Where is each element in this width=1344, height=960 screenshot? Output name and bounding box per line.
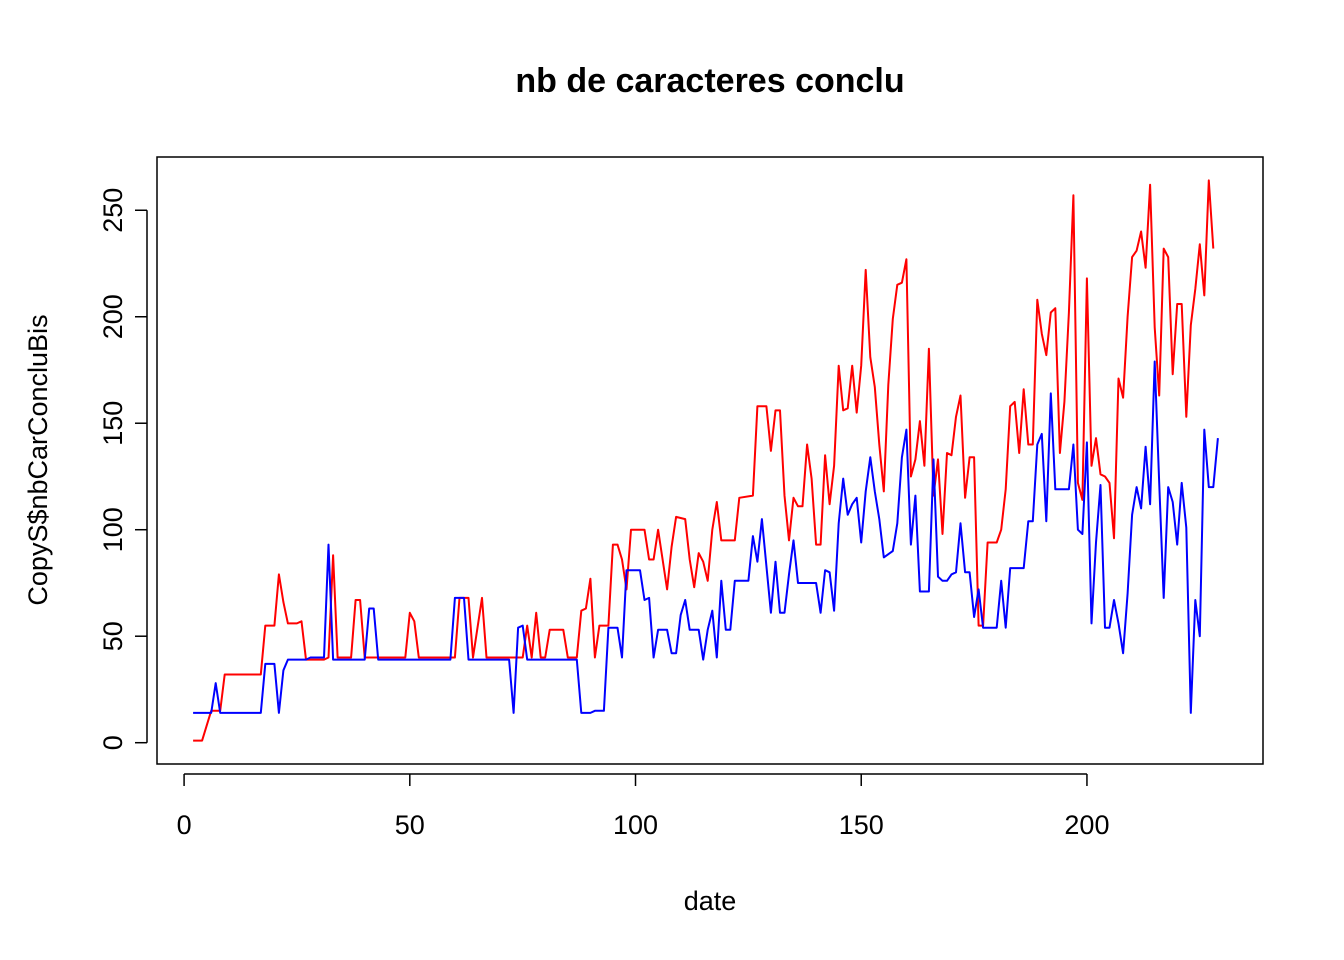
x-axis-label: date	[684, 886, 737, 916]
y-tick-label: 250	[98, 188, 128, 233]
y-tick-label: 150	[98, 401, 128, 446]
x-axis: 0 50 100 150 200	[177, 773, 1109, 840]
y-axis-label: CopyS$nbCarConcluBis	[23, 314, 53, 605]
series-line-2	[193, 360, 1219, 714]
x-tick-label: 100	[613, 810, 658, 840]
y-tick-label: 200	[98, 294, 128, 339]
y-tick-label: 0	[98, 735, 128, 750]
y-tick-label: 50	[98, 621, 128, 651]
series-layer	[193, 179, 1219, 742]
plot-frame	[156, 156, 1264, 765]
x-tick-label: 150	[839, 810, 884, 840]
x-tick-label: 50	[395, 810, 425, 840]
x-tick-label: 200	[1064, 810, 1109, 840]
y-tick-label: 100	[98, 507, 128, 552]
series-line-1	[193, 179, 1215, 742]
chart-title: nb de caracteres conclu	[515, 62, 904, 100]
x-tick-label: 0	[177, 810, 192, 840]
y-axis: 0 50 100 150 200 250	[98, 188, 148, 750]
